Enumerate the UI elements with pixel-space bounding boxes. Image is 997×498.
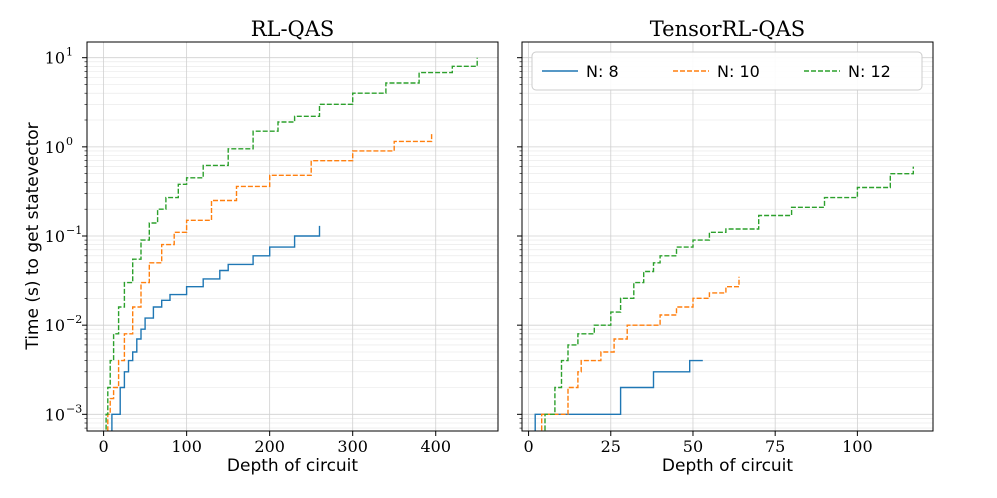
axes-frame-rl-qas — [86, 41, 499, 432]
x-tick-label: 100 — [842, 437, 873, 456]
subplot-tensorrl-qas: 0 25 50 75 100 TensorRL-QAS Depth of circuit… — [517, 17, 934, 476]
x-tick-label: 100 — [171, 437, 202, 456]
y-tick-label: 10 — [45, 227, 65, 246]
series-line-n10 — [541, 276, 740, 431]
y-tick-exponent: −3 — [66, 402, 82, 415]
series-line-n12 — [105, 57, 478, 431]
series-line-n10 — [107, 133, 433, 431]
legend-label-n10: N: 10 — [717, 62, 760, 81]
x-tick-label: 0 — [523, 437, 533, 456]
y-tick-label: 10 — [45, 138, 65, 157]
title-tensorrl-qas: TensorRL-QAS — [650, 17, 805, 41]
series-group-rl-qas — [105, 57, 478, 431]
y-tick-label: 10 — [45, 405, 65, 424]
series-line-n12 — [544, 166, 914, 431]
title-rl-qas: RL-QAS — [251, 17, 335, 41]
y-tick-label: 10 — [45, 316, 65, 335]
legend-label-n8: N: 8 — [586, 62, 619, 81]
grid-rl-qas — [87, 42, 498, 431]
legend: N: 8 N: 10 N: 12 — [531, 51, 923, 91]
grid-tensorrl-qas — [522, 42, 933, 431]
x-tick-label: 200 — [254, 437, 285, 456]
x-tick-label: 0 — [99, 437, 109, 456]
y-tick-exponent: 1 — [66, 46, 73, 59]
legend-label-n12: N: 12 — [848, 62, 891, 81]
series-group-tensorrl-qas — [534, 166, 914, 431]
y-tick-exponent: −1 — [66, 224, 82, 237]
y-tick-exponent: 0 — [66, 135, 73, 148]
x-tick-label: 25 — [601, 437, 621, 456]
y-tick-exponent: −2 — [66, 313, 82, 326]
series-line-n8 — [111, 225, 321, 431]
series-line-n8 — [534, 359, 703, 431]
legend-box — [531, 51, 923, 91]
x-tick-label: 50 — [683, 437, 703, 456]
x-tick-label: 400 — [420, 437, 451, 456]
y-tick-label: 10 — [45, 49, 65, 68]
axes-frame-tensorrl-qas — [521, 41, 934, 432]
ticks-tensorrl-qas: 0 25 50 75 100 — [517, 57, 873, 456]
subplot-rl-qas: 10 −310 −210 −110 010 10 100 200 300 400 RL-QAS D… — [23, 17, 499, 476]
x-tick-label: 300 — [337, 437, 368, 456]
x-tick-label: 75 — [765, 437, 785, 456]
xlabel-rl-qas: Depth of circuit — [227, 456, 359, 476]
ticks-rl-qas: 10 −310 −210 −110 010 10 100 200 300 400 — [45, 46, 451, 456]
xlabel-tensorrl-qas: Depth of circuit — [662, 456, 794, 476]
ylabel: Time (s) to get statevector — [23, 122, 43, 350]
